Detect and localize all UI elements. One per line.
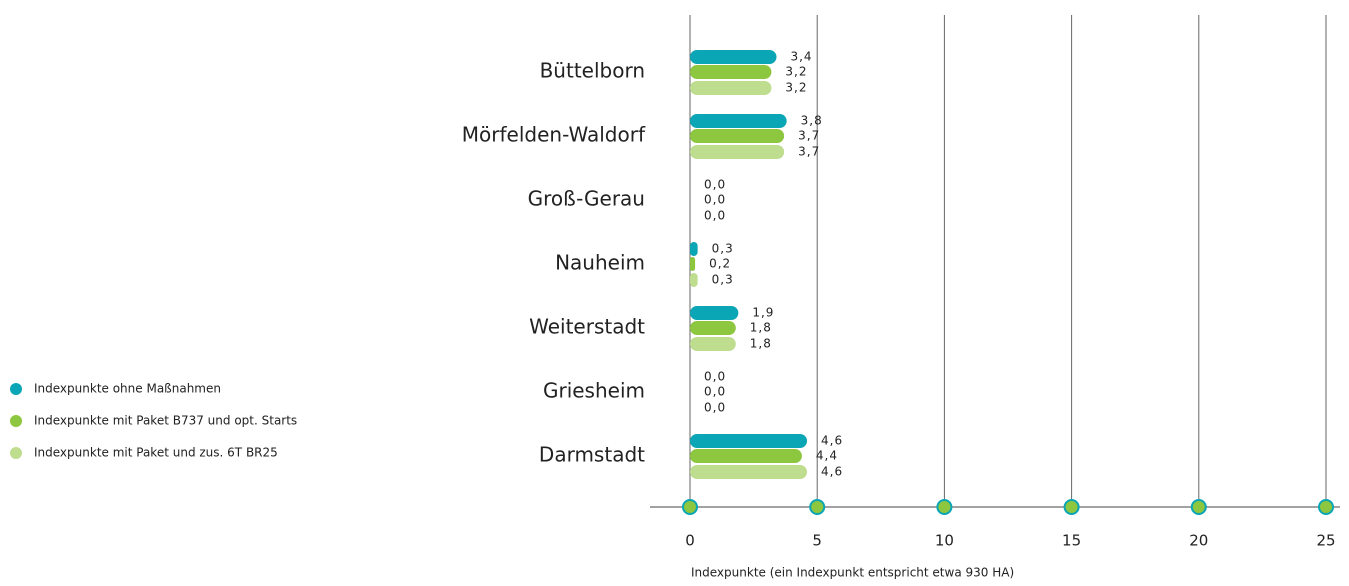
category-label: Griesheim — [543, 379, 645, 403]
value-label: 3,2 — [785, 81, 807, 95]
category-label: Darmstadt — [539, 443, 645, 467]
bar — [690, 50, 777, 64]
value-label: 4,6 — [821, 465, 843, 479]
value-label: 0,3 — [712, 242, 734, 256]
x-tick-label: 25 — [1316, 532, 1335, 550]
value-label: 0,0 — [704, 370, 726, 384]
bar — [690, 321, 736, 335]
x-tick-label: 15 — [1062, 532, 1081, 550]
tick-marker — [1190, 499, 1207, 515]
legend-marker — [10, 415, 22, 427]
legend-marker — [10, 447, 22, 459]
category-label: Weiterstadt — [529, 315, 645, 339]
bar — [690, 114, 787, 128]
legend-marker — [10, 383, 22, 395]
value-label: 1,9 — [752, 306, 774, 320]
bar — [690, 465, 808, 479]
tick-marker — [809, 499, 826, 515]
legend-label: Indexpunkte ohne Maßnahmen — [34, 382, 221, 396]
value-label: 0,0 — [704, 385, 726, 399]
tick-marker — [1063, 499, 1080, 515]
value-label: 3,4 — [790, 50, 812, 64]
x-tick-label: 5 — [812, 532, 822, 550]
value-label: 3,2 — [785, 65, 807, 79]
bar — [690, 65, 772, 79]
bar — [690, 145, 785, 159]
value-label: 0,0 — [704, 401, 726, 415]
legend-label: Indexpunkte mit Paket B737 und opt. Star… — [34, 414, 297, 428]
tick-marker — [682, 499, 698, 515]
value-label: 4,6 — [821, 434, 843, 448]
bar — [690, 257, 696, 271]
bar — [690, 306, 739, 320]
legend-label: Indexpunkte mit Paket und zus. 6T BR25 — [34, 446, 278, 460]
category-label: Büttelborn — [540, 59, 645, 83]
value-label: 3,7 — [798, 129, 820, 143]
value-label: 1,8 — [750, 321, 772, 335]
bar — [690, 273, 698, 287]
bar — [690, 434, 808, 448]
bar — [690, 449, 802, 463]
category-label: Groß-Gerau — [528, 187, 645, 211]
tick-marker — [936, 499, 953, 515]
bar — [690, 81, 772, 95]
x-tick-label: 10 — [935, 532, 954, 550]
category-label: Nauheim — [555, 251, 645, 275]
value-label: 1,8 — [750, 337, 772, 351]
value-label: 4,4 — [816, 449, 838, 463]
x-tick-label: 20 — [1189, 532, 1208, 550]
value-label: 0,0 — [704, 193, 726, 207]
bar — [690, 242, 698, 256]
value-label: 3,7 — [798, 145, 820, 159]
value-label: 0,3 — [712, 273, 734, 287]
bar — [690, 129, 785, 143]
bar — [690, 337, 736, 351]
value-label: 3,8 — [801, 114, 823, 128]
value-label: 0,0 — [704, 209, 726, 223]
value-label: 0,2 — [709, 257, 731, 271]
x-axis-label: Indexpunkte (ein Indexpunkt entspricht e… — [691, 566, 1014, 580]
x-tick-label: 0 — [685, 532, 695, 550]
value-label: 0,0 — [704, 178, 726, 192]
tick-marker — [1318, 499, 1334, 515]
category-label: Mörfelden-Waldorf — [462, 123, 646, 147]
